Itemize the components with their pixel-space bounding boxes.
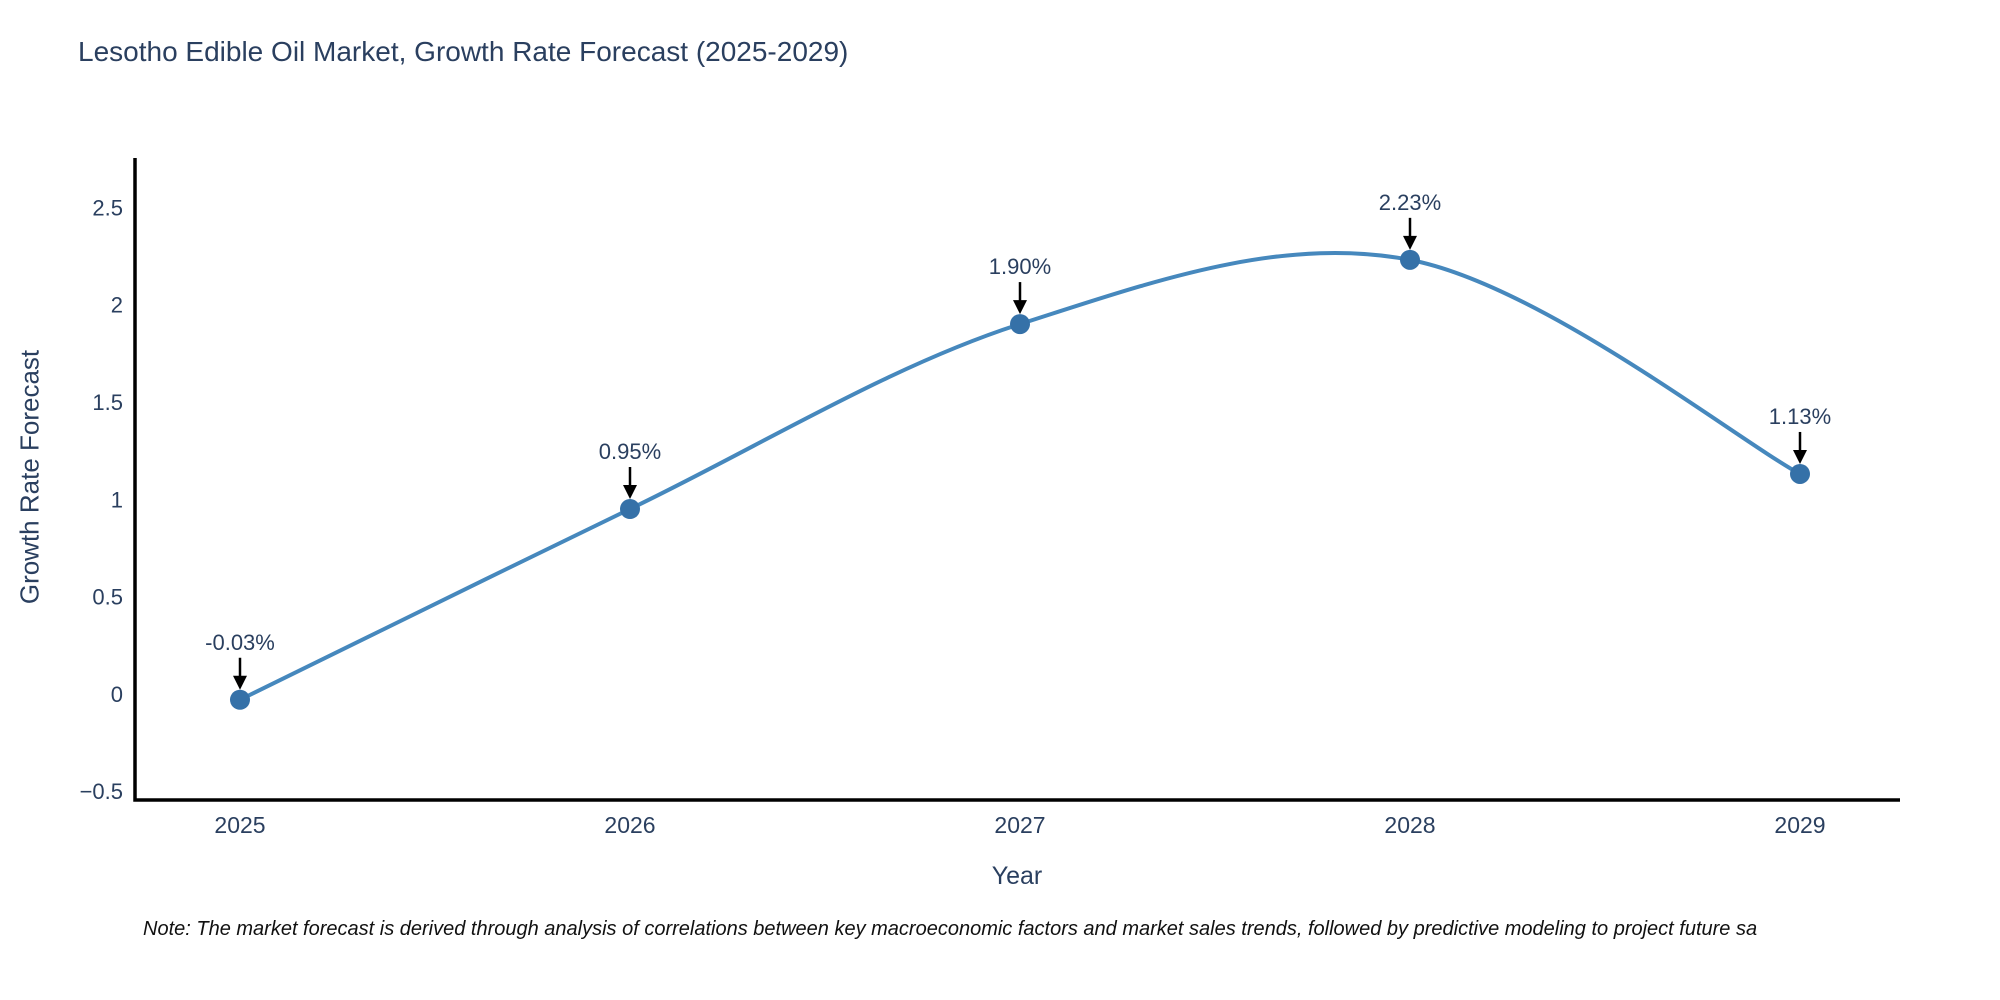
data-point-marker [1010,314,1030,335]
x-tick-label: 2029 [1774,812,1825,838]
annotation-label: 2.23% [1379,190,1441,215]
data-point-marker [230,689,250,710]
data-point-marker [1790,463,1810,484]
annotation-arrowhead [1403,235,1417,250]
x-tick-label: 2025 [214,812,265,838]
annotation-label: 1.90% [989,254,1051,279]
annotation-arrowhead [233,675,247,690]
x-axis-title: Year [991,862,1043,890]
y-tick-label: 1.5 [92,390,123,415]
chart-title: Lesotho Edible Oil Market, Growth Rate F… [78,36,849,67]
annotation-label: -0.03% [205,630,275,655]
data-point-marker [1400,249,1420,270]
annotation-label: 0.95% [599,439,661,464]
y-tick-label: 0.5 [92,585,123,610]
x-tick-label: 2026 [604,812,655,838]
y-tick-label: 2 [111,293,123,318]
y-tick-label: 2.5 [92,195,123,220]
y-tick-label: 1 [111,487,123,512]
data-point-marker [620,499,640,520]
axes-lines [133,158,1900,802]
annotation-arrowhead [1793,449,1807,464]
annotation-arrowhead [623,485,637,500]
annotation-label: 1.13% [1769,404,1831,429]
footnote: Note: The market forecast is derived thr… [143,918,1758,940]
x-tick-label: 2027 [994,812,1045,838]
annotation-arrowhead [1013,300,1027,315]
y-tick-label: −0.5 [80,779,123,804]
y-tick-label: 0 [111,682,123,707]
x-tick-label: 2028 [1384,812,1435,838]
